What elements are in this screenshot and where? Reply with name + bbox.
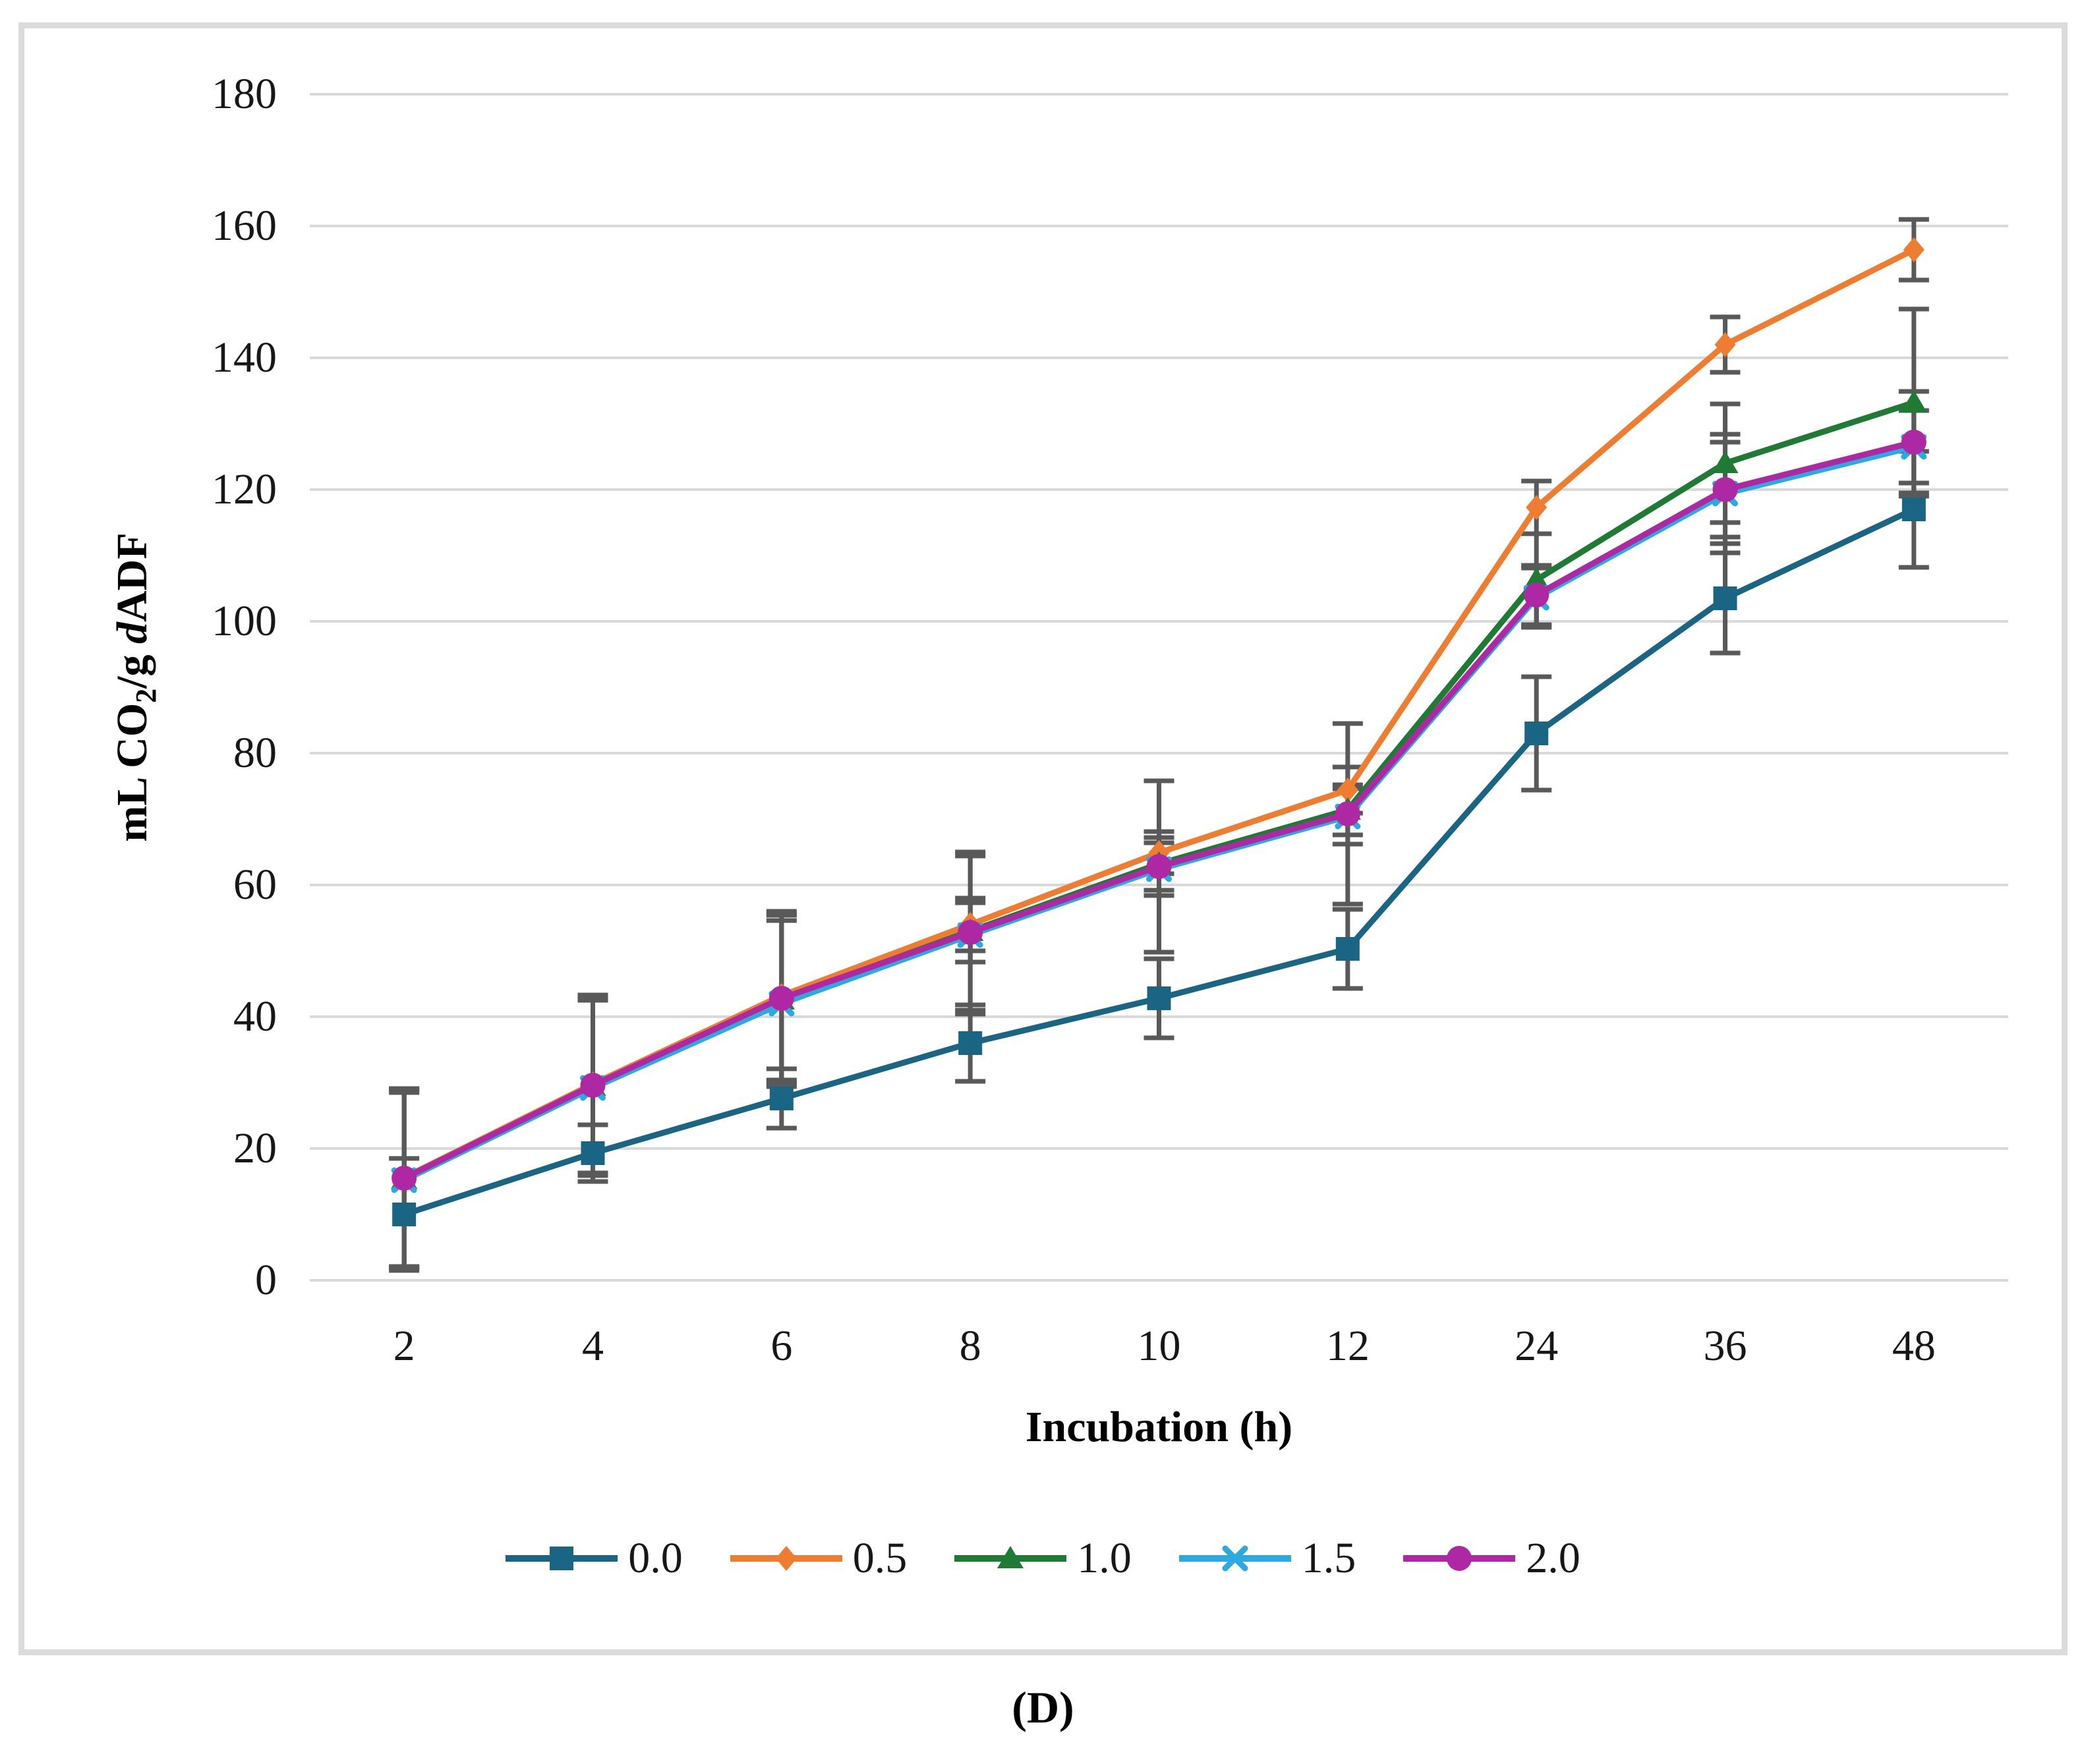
legend-label: 0.0 <box>628 1534 683 1582</box>
y-axis-title: mL CO2/g dADF <box>107 532 163 841</box>
legend-item-0.5: 0.5 <box>730 1534 908 1582</box>
y-axis-title-mid: /g <box>107 643 156 689</box>
y-tick-label-100: 100 <box>212 597 277 645</box>
y-axis-title-post: ADF <box>107 532 156 622</box>
series-markers-2.0 <box>391 430 1927 1191</box>
y-tick-label-120: 120 <box>212 465 277 513</box>
x-tick-label-8: 8 <box>959 1322 981 1370</box>
legend-item-1.5: 1.5 <box>1178 1534 1356 1582</box>
x-tick-label-24: 24 <box>1515 1322 1559 1370</box>
y-axis-title-italic-d: d <box>107 621 156 644</box>
y-tick-label-0: 0 <box>255 1256 277 1304</box>
x-tick-label-10: 10 <box>1137 1322 1181 1370</box>
x-tick-label-48: 48 <box>1892 1322 1936 1370</box>
legend-marker-circle-icon <box>1403 1546 1516 1571</box>
figure-caption: (D) <box>1012 1682 1074 1732</box>
y-axis-title-pre: mL CO <box>107 702 156 842</box>
legend-label: 1.0 <box>1077 1534 1132 1582</box>
y-axis-title-sub: 2 <box>130 688 163 703</box>
chart-panel <box>18 22 2068 1655</box>
legend-marker-x-icon <box>1178 1545 1291 1572</box>
series-markers-0.5 <box>393 237 1925 1190</box>
series-markers-0.0 <box>392 498 1926 1226</box>
y-tick-label-60: 60 <box>233 861 277 909</box>
legend-marker-diamond-icon <box>730 1546 842 1571</box>
y-tick-label-160: 160 <box>212 202 277 250</box>
x-tick-label-4: 4 <box>582 1322 604 1370</box>
legend-label: 0.5 <box>852 1534 908 1582</box>
x-tick-label-12: 12 <box>1325 1322 1370 1370</box>
y-tick-label-40: 40 <box>233 992 277 1040</box>
y-tick-label-140: 140 <box>212 333 277 382</box>
x-tick-label-2: 2 <box>393 1322 415 1370</box>
legend-item-1.0: 1.0 <box>954 1535 1132 1581</box>
y-tick-label-20: 20 <box>233 1124 277 1172</box>
x-axis-title: Incubation (h) <box>1025 1403 1293 1451</box>
legend-label: 2.0 <box>1526 1534 1580 1582</box>
legend-marker-triangle-icon <box>954 1546 1067 1568</box>
chart-legend: 0.0 0.5 1.0 1.5 2.0 <box>0 1535 2086 1581</box>
x-tick-label-6: 6 <box>770 1322 793 1370</box>
y-tick-label-80: 80 <box>233 729 277 777</box>
legend-item-0.0: 0.0 <box>506 1535 683 1581</box>
y-tick-label-180: 180 <box>212 70 277 118</box>
x-tick-label-36: 36 <box>1703 1322 1747 1370</box>
legend-item-2.0: 2.0 <box>1403 1535 1580 1581</box>
legend-label: 1.5 <box>1301 1534 1356 1582</box>
legend-marker-square-icon <box>506 1547 618 1570</box>
